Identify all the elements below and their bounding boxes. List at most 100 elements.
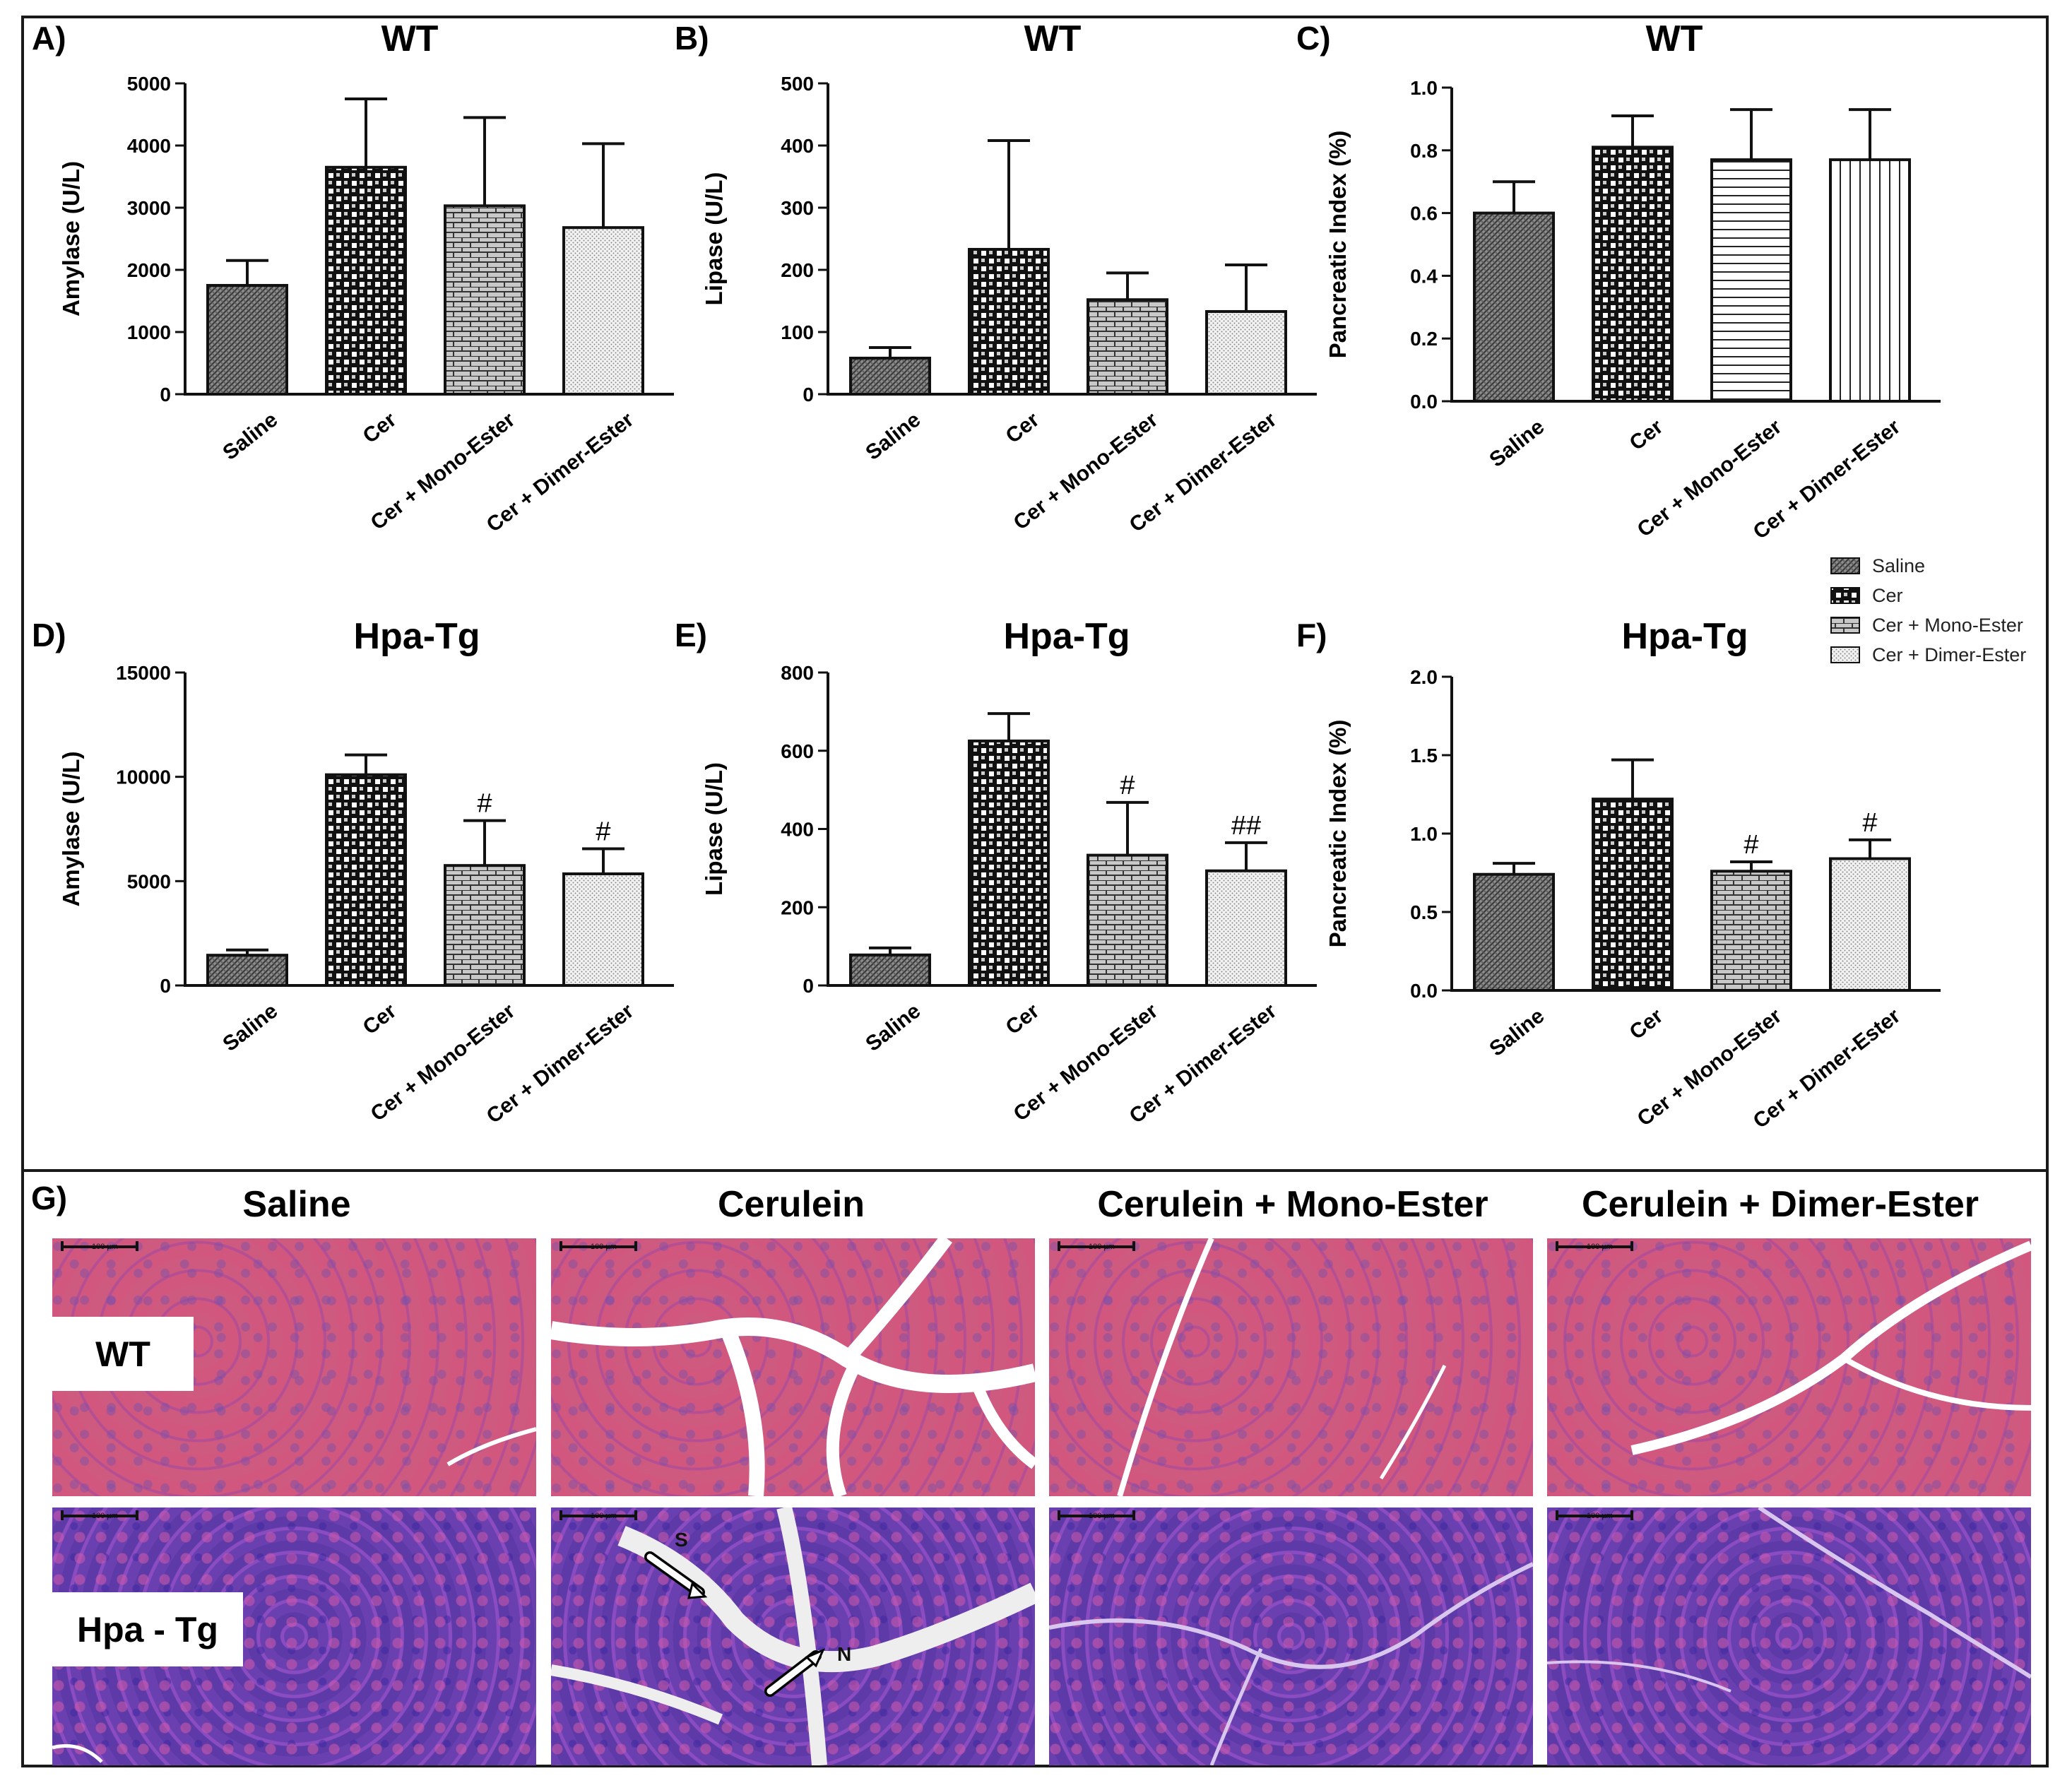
significance-mark: # [1120, 771, 1135, 800]
legend-label: Cer + Dimer-Ester [1872, 644, 2026, 665]
y-tick-label: 0.4 [1410, 265, 1438, 287]
y-tick-label: 0 [160, 975, 171, 997]
legend-swatch [1830, 557, 1860, 574]
y-tick-label: 15000 [116, 662, 171, 684]
y-tick-label: 0.8 [1410, 140, 1438, 162]
y-tick-label: 0.2 [1410, 328, 1438, 350]
x-tick-label: Cer [359, 999, 401, 1039]
panel-letter: F) [1296, 617, 1327, 653]
bar [1473, 211, 1555, 403]
bar [1829, 857, 1911, 993]
bar [206, 954, 288, 987]
histology-title-mono: Cerulein + Mono-Ester [1097, 1184, 1488, 1225]
scale-bar: 100 µm [1556, 1510, 1633, 1523]
chart-panel-d: D) Hpa-Tg Amylase (U/L) 0 5000 10000 15000 Sali… [32, 616, 674, 1128]
x-tick-label: Saline [1485, 415, 1549, 472]
legend-label: Cer [1872, 585, 1903, 606]
micrograph-wt-dimer: 100 µm [1547, 1238, 2031, 1496]
y-tick-label: 10000 [116, 766, 171, 788]
y-axis-label: Pancreatic Index (%) [1325, 131, 1351, 359]
y-tick-label: 100 [781, 321, 814, 343]
panel-letter: B) [675, 20, 709, 57]
x-tick-label: Saline [1485, 1005, 1549, 1061]
bar [1087, 853, 1168, 987]
bar [1473, 872, 1555, 992]
chart-title: Hpa-Tg [1003, 616, 1130, 657]
y-tick-label: 600 [781, 740, 814, 762]
micrograph-wt-mono: 100 µm [1049, 1238, 1533, 1496]
micrograph-wt-cerulein: 100 µm [551, 1238, 1035, 1496]
significance-mark: ## [1231, 811, 1261, 841]
y-axis-label: Amylase (U/L) [58, 751, 84, 906]
x-tick-label: Cer [1002, 999, 1044, 1039]
y-tick-label: 200 [781, 896, 814, 918]
y-tick-label: 1.5 [1410, 745, 1438, 766]
histology-title-cerulein: Cerulein [717, 1184, 865, 1225]
bar [206, 284, 288, 396]
x-tick-label: Saline [861, 408, 925, 465]
chart-panel-c: C) WT Pancreatic Index (%) 0.0 0.2 0.4 0.6 0.8 1… [1296, 18, 1941, 544]
bar [968, 739, 1050, 987]
bar [1710, 870, 1792, 993]
bar [1205, 309, 1287, 396]
x-tick-label: Cer [359, 408, 401, 448]
chart-panel-e: E) Hpa-Tg Lipase (U/L) 0 200 400 600 800 Saline C… [675, 616, 1317, 1128]
y-tick-label: 800 [781, 662, 814, 684]
row-label-hpa-tg: Hpa - Tg [52, 1592, 243, 1666]
y-tick-label: 3000 [127, 197, 171, 219]
x-tick-label: Saline [218, 1000, 282, 1056]
bar [1205, 869, 1287, 987]
x-tick-label: Cer [1626, 415, 1668, 455]
bar [1710, 158, 1792, 403]
micrograph-tg-dimer: 100 µm [1547, 1507, 2031, 1765]
y-tick-label: 200 [781, 259, 814, 281]
y-axis-label: Amylase (U/L) [58, 161, 84, 316]
bar [1592, 798, 1674, 993]
y-tick-label: 0.0 [1410, 980, 1438, 1002]
panel-letter: D) [32, 617, 66, 653]
bar [1592, 146, 1674, 403]
x-tick-label: Saline [218, 408, 282, 465]
y-tick-label: 2.0 [1410, 666, 1438, 688]
micrograph-tg-mono: 100 µm [1049, 1507, 1533, 1765]
histology-title-dimer: Cerulein + Dimer-Ester [1581, 1184, 1979, 1225]
chart-title: WT [1646, 18, 1703, 59]
scale-bar: 100 µm [560, 1241, 637, 1254]
arrow-label-n: N [837, 1643, 852, 1665]
panel-letter: E) [675, 617, 707, 653]
scale-bar: 100 µm [1058, 1241, 1135, 1254]
micrograph-tg-cerulein: 100 µm S N [551, 1507, 1035, 1765]
y-tick-label: 0.6 [1410, 203, 1438, 225]
y-tick-label: 0.0 [1410, 391, 1438, 413]
histology-title-saline: Saline [242, 1184, 351, 1225]
legend-swatch [1830, 617, 1860, 634]
chart-panel-f: F) Hpa-Tg Pancreatic Index (%) 0.0 0.5 1.0 1.5… [1296, 616, 1941, 1133]
bar [444, 864, 526, 988]
bar [849, 953, 931, 987]
y-axis-label: Pancreatic Index (%) [1325, 720, 1351, 948]
scale-bar: 100 µm [1556, 1241, 1633, 1254]
bar [325, 773, 407, 988]
y-axis-label: Lipase (U/L) [701, 172, 727, 306]
y-tick-label: 0 [160, 384, 171, 405]
y-tick-label: 5000 [127, 73, 171, 95]
y-axis-label: Lipase (U/L) [701, 762, 727, 896]
chart-legend: Saline Cer Cer + Mono-Ester Cer + Dimer-Est… [1830, 555, 2026, 665]
bar [325, 165, 407, 396]
arrow-label-s: S [675, 1529, 688, 1551]
scale-bar: 100 µm [61, 1510, 138, 1523]
significance-mark: # [477, 789, 492, 819]
y-tick-label: 0 [803, 384, 814, 405]
chart-title: Hpa-Tg [1621, 616, 1748, 657]
bar [562, 872, 644, 988]
y-tick-label: 300 [781, 197, 814, 219]
y-tick-label: 4000 [127, 135, 171, 157]
legend-swatch [1830, 646, 1860, 663]
bar [849, 356, 931, 396]
bar [1087, 298, 1168, 396]
panel-letter: A) [32, 20, 66, 57]
y-tick-label: 400 [781, 819, 814, 841]
scale-bar: 100 µm [560, 1510, 637, 1523]
significance-mark: # [1744, 830, 1758, 860]
chart-panel-b: B) WT Lipase (U/L) 0 100 200 300 400 500 Saline Ce… [675, 18, 1317, 537]
